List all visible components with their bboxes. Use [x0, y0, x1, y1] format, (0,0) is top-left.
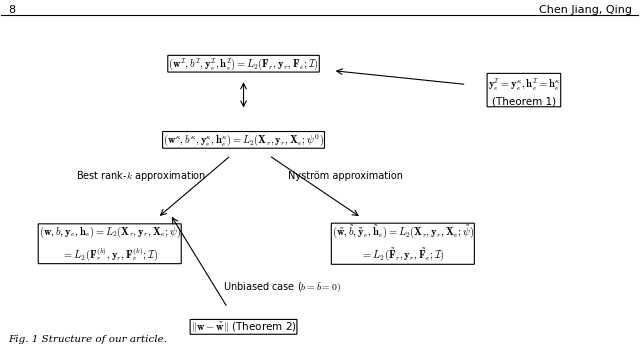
Text: Unbiased case ($b = \tilde{b} = 0)$: Unbiased case ($b = \tilde{b} = 0)$	[223, 280, 340, 294]
Text: Chen Jiang, Qing: Chen Jiang, Qing	[540, 5, 632, 15]
Text: $(\tilde{\mathbf{w}}, \tilde{b}, \tilde{\mathbf{y}}_e, \tilde{\mathbf{h}}_e) = L: $(\tilde{\mathbf{w}}, \tilde{b}, \tilde{…	[332, 224, 474, 264]
Text: $(\mathbf{w}^{\mathcal{I}}, b^{\mathcal{I}}, \mathbf{y}_e^{\mathcal{I}}, \mathbf: $(\mathbf{w}^{\mathcal{I}}, b^{\mathcal{…	[168, 56, 319, 72]
Text: Nyström approximation: Nyström approximation	[288, 171, 403, 181]
Text: $(\mathbf{w}, b, \mathbf{y}_e, \mathbf{h}_e) = L_2(\mathbf{X}_r, \mathbf{y}_r, \: $(\mathbf{w}, b, \mathbf{y}_e, \mathbf{h…	[38, 224, 181, 263]
Text: $\mathbf{y}_e^{\mathcal{I}} = \mathbf{y}_e^{\kappa}, \mathbf{h}_e^{\mathcal{I}} : $\mathbf{y}_e^{\mathcal{I}} = \mathbf{y}…	[488, 76, 560, 106]
Text: $\|\mathbf{w} - \tilde{\mathbf{w}}\|$ (Theorem 2): $\|\mathbf{w} - \tilde{\mathbf{w}}\|$ (T…	[191, 320, 296, 334]
Text: 8: 8	[8, 5, 15, 15]
Text: Best rank-$k$ approximation: Best rank-$k$ approximation	[76, 169, 207, 183]
Text: Fig. 1 Structure of our article.: Fig. 1 Structure of our article.	[8, 335, 167, 344]
Text: $(\mathbf{w}^{\kappa}, b^{\kappa}, \mathbf{y}_e^{\kappa}, \mathbf{h}_e^{\kappa}): $(\mathbf{w}^{\kappa}, b^{\kappa}, \math…	[163, 132, 324, 148]
